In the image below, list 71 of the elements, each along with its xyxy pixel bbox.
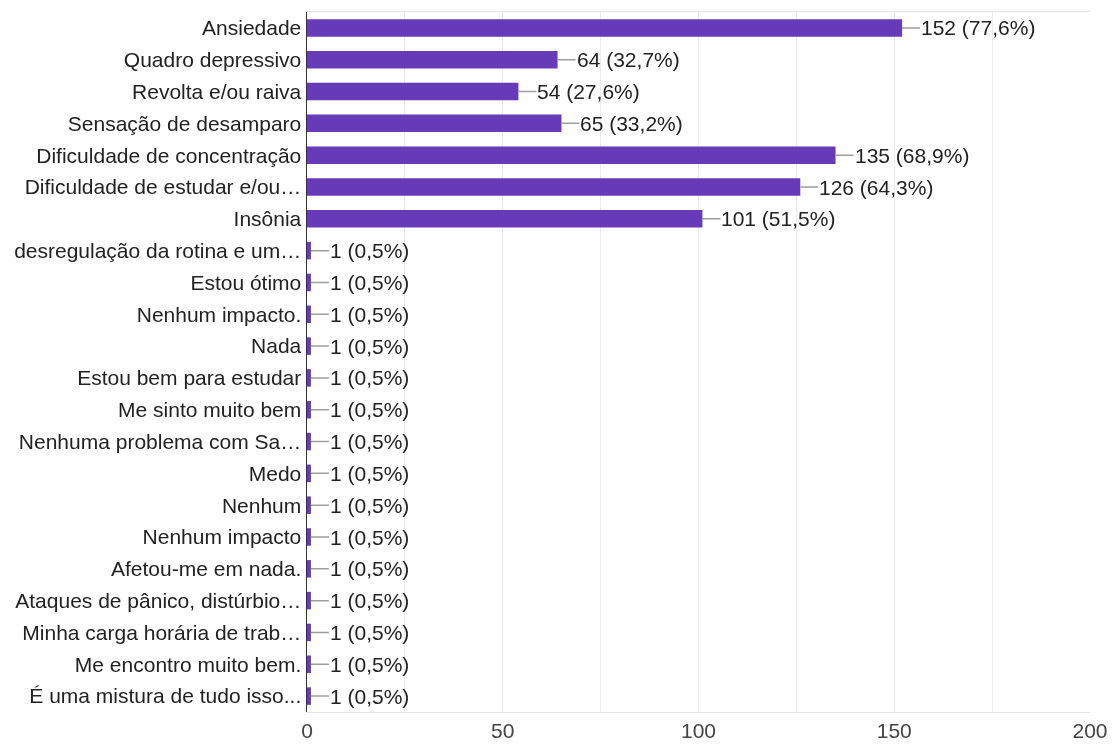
y-tick-label: Minha carga horária de trab… — [22, 620, 302, 644]
bar — [307, 114, 562, 133]
data-label: 1 (0,5%) — [330, 398, 410, 421]
data-label: 1 (0,5%) — [330, 366, 410, 389]
bar — [307, 241, 311, 260]
data-label: 152 (77,6%) — [921, 16, 1036, 39]
bar — [307, 623, 311, 642]
data-label: 1 (0,5%) — [330, 589, 410, 612]
bar — [307, 82, 519, 101]
bar — [307, 687, 311, 705]
y-tick-label: Nenhum — [221, 493, 302, 517]
bar — [307, 50, 558, 69]
x-tick-label: 100 — [680, 719, 717, 743]
bar — [307, 560, 311, 578]
data-label: 1 (0,5%) — [330, 621, 410, 644]
bar — [307, 400, 311, 419]
y-tick-label: Revolta e/ou raiva — [132, 79, 302, 103]
bar — [307, 432, 311, 451]
data-label: 126 (64,3%) — [819, 176, 934, 199]
bar — [307, 591, 311, 610]
y-tick-label: Quadro depressivo — [123, 48, 302, 72]
x-tick-label: 150 — [876, 719, 912, 743]
y-tick-label: Afetou-me em nada. — [111, 557, 302, 581]
y-tick-label: Nada — [251, 334, 302, 358]
y-tick-label: Ataques de pânico, distúrbio… — [15, 588, 302, 612]
bar — [307, 273, 311, 292]
x-tick-label: 0 — [301, 719, 313, 743]
data-label: 1 (0,5%) — [330, 303, 410, 326]
data-label: 1 (0,5%) — [330, 239, 410, 262]
y-tick-label: Estou ótimo — [190, 270, 302, 294]
y-tick-label: Medo — [248, 461, 302, 485]
data-label: 1 (0,5%) — [330, 494, 410, 517]
data-label: 1 (0,5%) — [330, 685, 410, 708]
bar — [307, 496, 311, 514]
y-tick-label: Nenhum impacto. — [136, 302, 302, 326]
bar — [307, 210, 703, 228]
y-tick-label: Dificuldade de concentração — [36, 143, 302, 167]
bar — [307, 369, 311, 387]
x-tick-label: 200 — [1072, 719, 1108, 743]
x-tick-label: 50 — [491, 719, 515, 743]
bar — [307, 464, 311, 483]
data-label: 1 (0,5%) — [330, 430, 410, 453]
bar — [307, 528, 311, 546]
data-label: 1 (0,5%) — [330, 557, 410, 580]
y-tick-label: Insônia — [233, 207, 302, 231]
y-tick-label: É uma mistura de tudo isso... — [29, 684, 302, 708]
data-label: 1 (0,5%) — [330, 271, 410, 294]
data-label: 1 (0,5%) — [330, 653, 410, 676]
bar — [307, 337, 311, 355]
bar — [307, 305, 311, 324]
bar — [307, 655, 311, 674]
data-label: 64 (32,7%) — [577, 48, 680, 71]
data-label: 54 (27,6%) — [537, 80, 640, 103]
y-tick-label: Nenhum impacto — [142, 525, 302, 549]
y-tick-label: Sensação de desamparo — [67, 111, 302, 135]
y-tick-label: Ansiedade — [202, 16, 302, 40]
y-tick-label: desregulação da rotina e um… — [14, 238, 302, 262]
y-tick-label: Me encontro muito bem. — [74, 652, 302, 676]
y-tick-label: Estou bem para estudar — [77, 366, 302, 390]
y-tick-label: Me sinto muito bem — [118, 398, 302, 422]
data-label: 1 (0,5%) — [330, 335, 410, 358]
y-tick-label: Dificuldade de estudar e/ou… — [24, 175, 302, 199]
data-label: 1 (0,5%) — [330, 462, 410, 485]
bar — [307, 178, 801, 196]
data-label: 1 (0,5%) — [330, 526, 410, 549]
y-tick-label: Nenhuma problema com Sa… — [18, 429, 302, 453]
data-label: 101 (51,5%) — [721, 207, 836, 230]
bar — [307, 19, 903, 37]
data-label: 135 (68,9%) — [855, 144, 970, 167]
data-label: 65 (33,2%) — [580, 112, 683, 135]
bar — [307, 146, 836, 164]
